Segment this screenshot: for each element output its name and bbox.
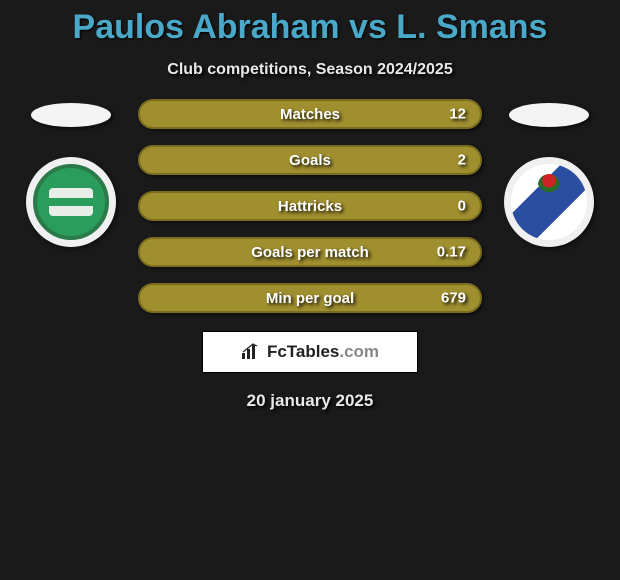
date-label: 20 january 2025	[0, 391, 620, 411]
bar-chart-icon	[241, 343, 261, 361]
page-title: Paulos Abraham vs L. Smans	[0, 0, 620, 47]
stat-value: 679	[441, 290, 466, 307]
logo-suffix: .com	[339, 342, 379, 361]
team-right-crest	[504, 157, 594, 247]
stat-label: Min per goal	[266, 290, 354, 307]
player-left-col	[16, 99, 126, 247]
stat-label: Matches	[280, 106, 340, 123]
stat-row-min-per-goal: Min per goal 679	[138, 283, 482, 313]
stat-row-hattricks: Hattricks 0	[138, 191, 482, 221]
team-left-crest-icon	[33, 164, 109, 240]
comparison-card: Paulos Abraham vs L. Smans Club competit…	[0, 0, 620, 411]
source-logo-text: FcTables.com	[267, 342, 379, 362]
stats-column: Matches 12 Goals 2 Hattricks 0 Goals per…	[138, 99, 482, 313]
player-left-ellipse	[31, 103, 111, 127]
player-right-ellipse	[509, 103, 589, 127]
stat-label: Goals	[289, 152, 331, 169]
stat-value: 0.17	[437, 244, 466, 261]
stat-label: Goals per match	[251, 244, 369, 261]
source-logo: FcTables.com	[202, 331, 418, 373]
stat-row-goals: Goals 2	[138, 145, 482, 175]
stat-value: 2	[458, 152, 466, 169]
team-right-crest-icon	[511, 164, 587, 240]
team-left-crest	[26, 157, 116, 247]
stat-label: Hattricks	[278, 198, 342, 215]
subtitle: Club competitions, Season 2024/2025	[0, 61, 620, 79]
stat-value: 0	[458, 198, 466, 215]
logo-brand: FcTables	[267, 342, 339, 361]
stat-row-matches: Matches 12	[138, 99, 482, 129]
main-row: Matches 12 Goals 2 Hattricks 0 Goals per…	[0, 99, 620, 313]
player-right-col	[494, 99, 604, 247]
stat-value: 12	[449, 106, 466, 123]
stat-row-goals-per-match: Goals per match 0.17	[138, 237, 482, 267]
